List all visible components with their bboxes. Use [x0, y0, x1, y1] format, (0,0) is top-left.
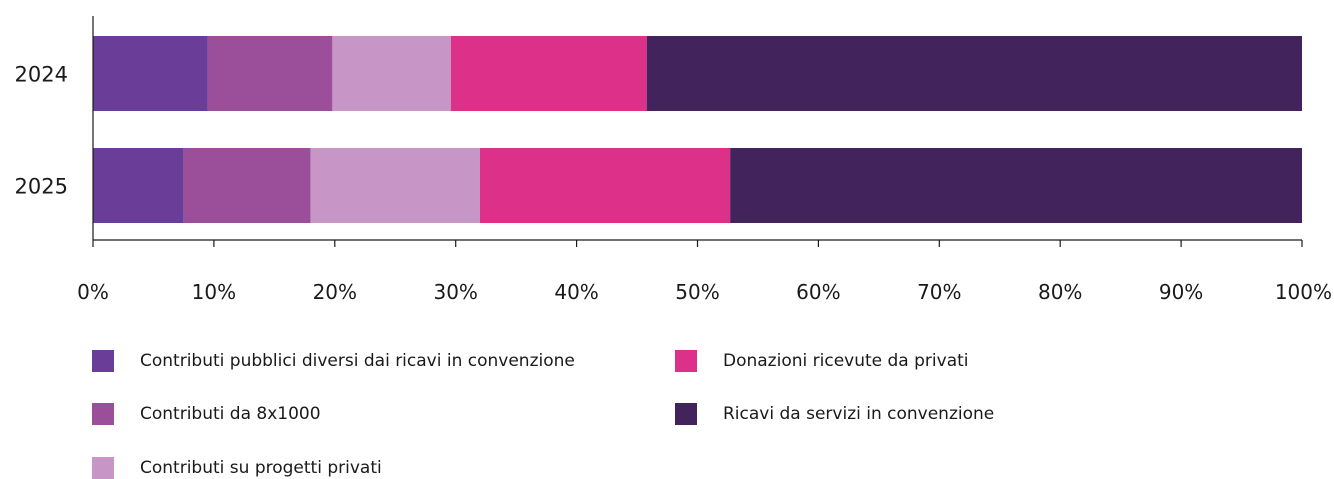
x-tick-label: 60%	[796, 280, 840, 304]
bar-segment	[93, 36, 208, 111]
x-tick-label: 80%	[1038, 280, 1082, 304]
x-tick-label: 0%	[77, 280, 109, 304]
bar-segment	[207, 36, 333, 111]
bar-segment	[310, 148, 480, 223]
x-tick-label: 90%	[1159, 280, 1203, 304]
x-tick-label: 30%	[433, 280, 477, 304]
bar-segment	[93, 148, 184, 223]
bar-segment	[730, 148, 1302, 223]
x-tick-label: 70%	[917, 280, 961, 304]
bar-segment	[450, 36, 647, 111]
category-label: 2024	[15, 63, 68, 87]
x-tick-label: 20%	[313, 280, 357, 304]
bar-segment	[332, 36, 451, 111]
bar-segment	[183, 148, 311, 223]
bar-segment	[479, 148, 731, 223]
x-tick-label: 40%	[554, 280, 598, 304]
x-tick-label: 10%	[192, 280, 236, 304]
bar-segment	[646, 36, 1302, 111]
category-label: 2025	[15, 175, 68, 199]
x-tick-label: 100%	[1275, 280, 1332, 304]
x-tick-label: 50%	[675, 280, 719, 304]
